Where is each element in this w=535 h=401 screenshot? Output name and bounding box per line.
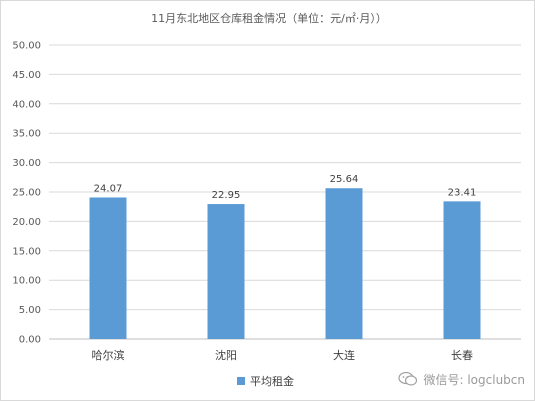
bar [325,188,363,339]
bars [89,188,481,339]
y-tick-label: 20.00 [12,217,41,228]
x-tick-label: 沈阳 [215,348,237,362]
legend-label: 平均租金 [250,374,294,388]
watermark-text: 微信号: logclubcn [423,372,525,387]
y-tick-label: 40.00 [12,99,41,110]
x-axis: 哈尔滨 沈阳 大连 长春 [92,348,474,362]
legend-swatch [237,377,245,385]
data-label: 23.41 [448,187,477,198]
y-tick-label: 30.00 [12,158,41,169]
data-label: 25.64 [330,174,359,185]
bar [207,204,245,339]
legend: 平均租金 [237,374,294,388]
chart-title: 11月东北地区仓库租金情况（单位：元/㎡·月）） [151,11,387,25]
wechat-icon [398,372,418,386]
watermark: 微信号: logclubcn [398,369,525,389]
y-tick-label: 0.00 [19,335,41,346]
y-tick-label: 50.00 [12,41,41,52]
bar [89,197,127,339]
bar [443,201,481,339]
y-tick-label: 15.00 [12,246,41,257]
y-tick-label: 45.00 [12,70,41,81]
y-axis: 0.00 5.00 10.00 15.00 20.00 25.00 30.00 35.00 40… [12,41,41,346]
x-tick-label: 长春 [451,349,473,362]
y-tick-label: 5.00 [19,305,41,316]
x-tick-label: 哈尔滨 [92,348,125,362]
gridlines [49,44,521,340]
y-tick-label: 25.00 [12,188,41,199]
data-label: 24.07 [94,183,123,194]
data-label: 22.95 [212,190,241,201]
y-tick-label: 10.00 [12,276,41,287]
x-tick-label: 大连 [333,348,355,362]
y-tick-label: 35.00 [12,129,41,140]
data-labels: 24.07 22.95 25.64 23.41 [94,174,477,201]
